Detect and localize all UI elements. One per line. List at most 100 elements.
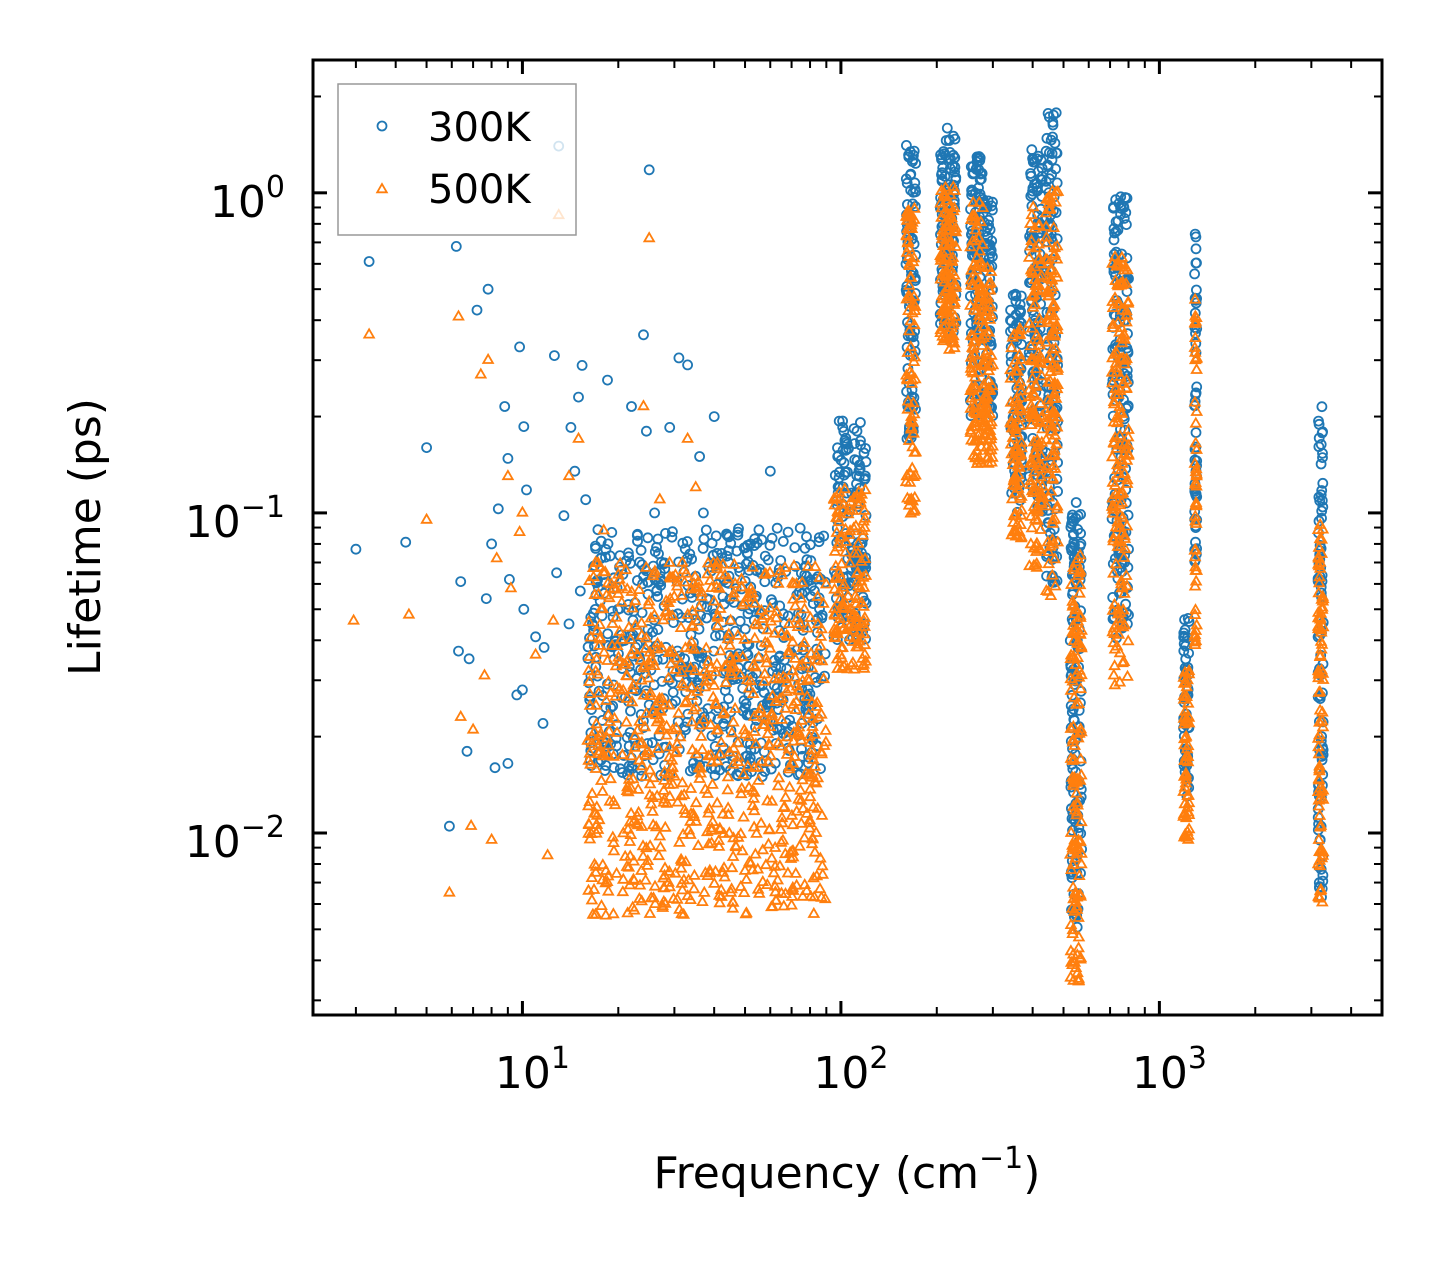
data-point bbox=[807, 871, 820, 883]
data-point bbox=[713, 823, 727, 834]
data-point bbox=[944, 146, 956, 158]
data-point bbox=[902, 289, 915, 301]
data-point bbox=[637, 399, 650, 411]
data-point bbox=[788, 599, 802, 611]
data-point bbox=[986, 358, 1000, 370]
data-point bbox=[1010, 288, 1021, 300]
data-point bbox=[450, 240, 462, 252]
data-point bbox=[602, 674, 615, 686]
data-point bbox=[1313, 762, 1326, 774]
x-axis-title-end: ) bbox=[1023, 1148, 1040, 1199]
data-point bbox=[1189, 514, 1202, 526]
data-point bbox=[1189, 316, 1202, 328]
data-point bbox=[514, 341, 525, 353]
data-point bbox=[1120, 476, 1134, 488]
data-point bbox=[1116, 510, 1130, 522]
data-point bbox=[1315, 532, 1329, 544]
x-axis-title-sup: −1 bbox=[979, 1141, 1023, 1176]
x-tick-label-base: 10 bbox=[813, 1048, 869, 1099]
data-point bbox=[1178, 627, 1190, 639]
data-point bbox=[1069, 961, 1083, 973]
data-point bbox=[1112, 521, 1125, 533]
data-point bbox=[1110, 259, 1123, 271]
data-point bbox=[1189, 268, 1200, 280]
data-point bbox=[1108, 659, 1121, 671]
data-point bbox=[939, 180, 952, 192]
data-point bbox=[706, 763, 717, 774]
data-point bbox=[594, 773, 608, 785]
data-point bbox=[778, 560, 792, 572]
data-point bbox=[848, 631, 862, 643]
data-point bbox=[1111, 315, 1125, 327]
data-point bbox=[624, 632, 637, 644]
data-point bbox=[805, 743, 819, 755]
data-point bbox=[747, 820, 761, 832]
data-point bbox=[905, 492, 918, 504]
data-point bbox=[702, 749, 715, 761]
data-point bbox=[1118, 328, 1131, 340]
data-point bbox=[1177, 688, 1191, 700]
data-point bbox=[832, 442, 843, 454]
data-point bbox=[788, 651, 802, 663]
data-point bbox=[701, 654, 715, 666]
data-point bbox=[843, 556, 857, 568]
data-point bbox=[662, 698, 676, 710]
data-point bbox=[971, 365, 985, 377]
data-point bbox=[1190, 351, 1203, 363]
data-point bbox=[1190, 243, 1202, 255]
data-point bbox=[618, 849, 632, 861]
data-point bbox=[1118, 586, 1131, 598]
data-point bbox=[772, 771, 786, 783]
data-point bbox=[474, 367, 488, 379]
data-point bbox=[679, 806, 692, 818]
data-point bbox=[538, 642, 550, 653]
data-point bbox=[800, 806, 814, 818]
data-point bbox=[1111, 463, 1124, 475]
data-point bbox=[786, 635, 800, 647]
data-point bbox=[599, 908, 613, 920]
data-point bbox=[589, 859, 603, 871]
data-point bbox=[857, 599, 870, 611]
data-point bbox=[612, 650, 625, 662]
data-point bbox=[903, 259, 916, 271]
data-point bbox=[703, 863, 717, 875]
data-point bbox=[626, 900, 640, 912]
data-point bbox=[624, 749, 638, 761]
data-point bbox=[848, 546, 861, 558]
data-point bbox=[622, 620, 636, 632]
data-point bbox=[682, 823, 696, 835]
data-point bbox=[948, 130, 959, 142]
data-point bbox=[902, 498, 916, 510]
data-point bbox=[702, 802, 716, 814]
data-point bbox=[699, 866, 712, 878]
data-point bbox=[627, 643, 640, 655]
data-point bbox=[1106, 502, 1120, 514]
data-point bbox=[700, 825, 714, 837]
data-point bbox=[670, 651, 684, 663]
data-point bbox=[731, 736, 745, 748]
data-point bbox=[846, 656, 860, 667]
data-point bbox=[903, 206, 916, 218]
data-point bbox=[1025, 208, 1039, 220]
data-point bbox=[1028, 221, 1042, 233]
data-point bbox=[905, 461, 919, 473]
data-point bbox=[984, 264, 998, 276]
data-point bbox=[1315, 458, 1327, 470]
data-point bbox=[936, 246, 950, 258]
data-point bbox=[655, 691, 669, 703]
data-point bbox=[1188, 309, 1202, 321]
data-point bbox=[480, 593, 492, 604]
data-point bbox=[690, 684, 704, 696]
data-point bbox=[948, 341, 961, 353]
data-point bbox=[979, 392, 993, 404]
data-point bbox=[687, 642, 701, 654]
data-point bbox=[947, 223, 961, 235]
data-point bbox=[667, 526, 678, 538]
data-point bbox=[1111, 414, 1125, 426]
data-point bbox=[983, 407, 997, 419]
ticks-layer bbox=[313, 60, 1383, 1015]
data-point bbox=[1106, 256, 1119, 268]
data-point bbox=[660, 728, 673, 740]
data-point bbox=[1005, 341, 1018, 353]
data-point bbox=[1316, 485, 1328, 496]
